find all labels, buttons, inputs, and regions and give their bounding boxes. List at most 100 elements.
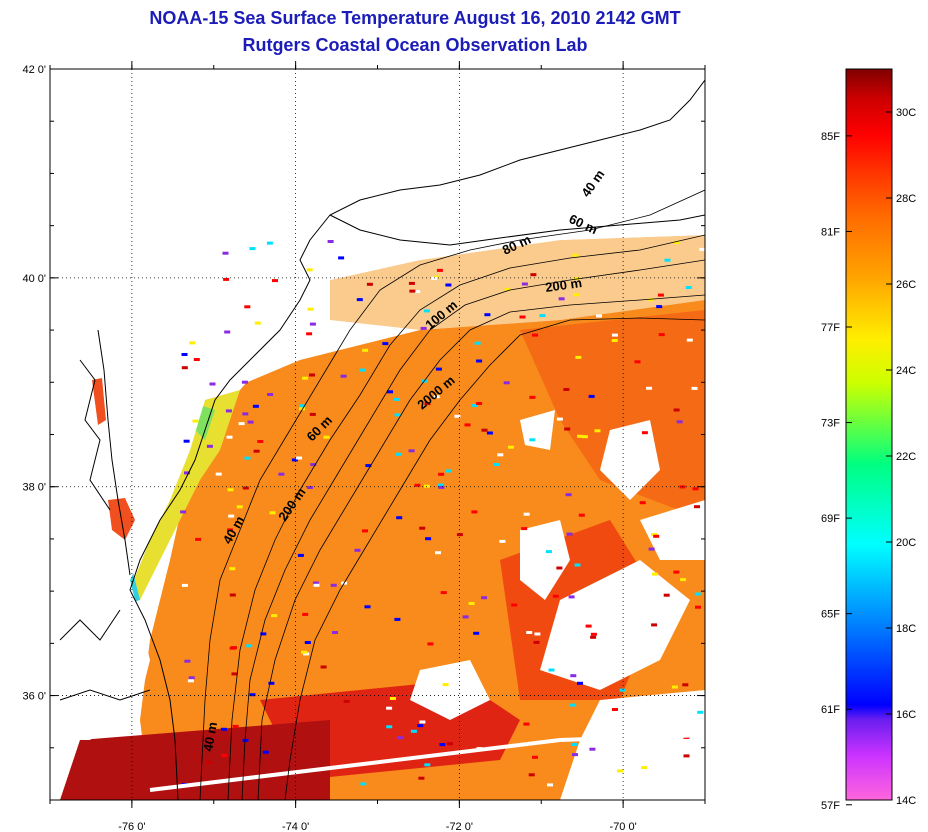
noise-pixel [590,632,597,636]
noise-pixel [221,754,228,758]
noise-pixel [657,293,664,297]
noise-pixel [436,268,443,272]
noise-pixel [360,782,367,786]
noise-pixel [653,534,660,538]
noise-pixel [641,766,648,770]
colorbar-f-label: 57F [821,800,840,812]
noise-pixel [362,529,368,533]
noise-pixel [424,402,431,406]
lat-tick-label: 42 0' [22,64,46,76]
noise-pixel [589,747,596,751]
noise-pixel [442,683,449,687]
noise-pixel [533,640,540,644]
bathymetry-contours [199,189,705,800]
noise-pixel [241,380,248,384]
noise-pixel [417,724,424,728]
noise-pixel [686,338,693,342]
noise-pixel [356,298,363,302]
noise-pixel [332,631,338,634]
noise-pixel [534,632,541,636]
noise-pixel [548,668,555,672]
noise-pixel [229,567,236,571]
noise-pixel [685,286,692,289]
noise-pixel [396,736,403,740]
noise-pixel [695,605,701,609]
lat-tick-label: 40 0' [22,273,46,285]
noise-pixel [307,307,314,311]
noise-pixel [184,659,191,663]
noise-pixel [309,373,315,377]
noise-pixel [188,676,195,680]
noise-pixel [573,277,580,280]
noise-pixel [227,488,234,492]
noise-pixel [393,397,400,401]
noise-pixel [306,268,313,272]
noise-pixel [683,754,690,758]
noise-pixel [556,417,563,421]
lon-tick-label: -76 0' [118,821,145,832]
noise-pixel [680,578,687,582]
noise-pixel [664,258,671,262]
noise-pixel [244,305,251,309]
noise-pixel [249,247,256,251]
noise-pixel [420,326,427,330]
noise-pixel [676,420,683,424]
sst-noise-pixels [180,240,705,794]
lat-tick-label: 36 0' [22,691,46,703]
noise-pixel [521,527,528,531]
noise-pixel [589,790,596,794]
noise-pixel [565,493,572,497]
noise-pixel [577,681,583,685]
noise-pixel [254,321,261,325]
noise-pixel [617,769,623,773]
noise-pixel [409,289,416,293]
contour-label: 200 m [544,275,583,295]
noise-pixel [382,342,389,346]
noise-pixel [570,743,577,746]
noise-pixel [302,376,308,380]
contour-label: 40 m [200,721,220,753]
noise-pixel [408,281,415,285]
noise-pixel [327,240,334,243]
noise-pixel [269,511,276,515]
colorbar-c-label: 16C [896,709,916,721]
noise-pixel [297,553,304,557]
noise-pixel [242,486,249,490]
colorbar-c-label: 22C [896,451,916,463]
noise-pixel [419,526,426,530]
noise-pixel [304,641,311,644]
noise-pixel [181,583,188,587]
noise-pixel [435,367,442,371]
noise-pixel [476,402,483,405]
colorbar-c-label: 26C [896,279,916,291]
noise-pixel [474,341,481,345]
noise-pixel [236,505,243,509]
noise-pixel [532,755,538,759]
noise-pixel [252,404,259,408]
noise-pixel [228,514,235,518]
noise-pixel [544,665,551,668]
noise-pixel [596,314,602,318]
noise-pixel [611,339,618,342]
noise-pixel [296,456,303,460]
noise-pixel [462,615,469,619]
noise-pixel [588,394,595,398]
noise-pixel [244,456,251,460]
noise-pixel [556,566,563,570]
noise-pixel [652,572,658,576]
noise-pixel [682,683,689,687]
noise-pixel [187,679,194,683]
noise-pixel [519,315,526,319]
noise-pixel [291,458,298,462]
noise-pixel [229,593,236,597]
noise-pixel [302,612,309,616]
axis-ticks: 42 0' 40 0' 38 0' 36 0' -76 0' -74 0' -72 0' -7… [22,61,706,832]
noise-pixel [192,419,199,423]
noise-pixel [651,623,658,627]
noise-pixel [249,693,256,697]
noise-pixel [539,314,546,318]
noise-pixel [493,463,500,466]
noise-pixel [220,727,227,731]
noise-pixel [414,290,421,294]
noise-pixel [454,414,461,418]
